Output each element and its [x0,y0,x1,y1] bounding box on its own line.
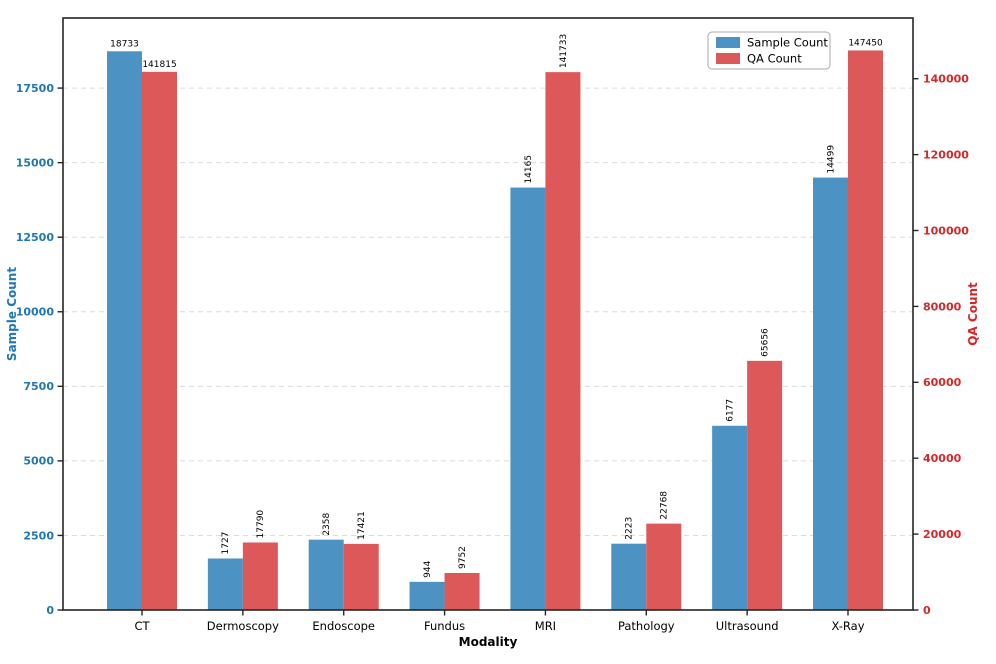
bar-sample-count [813,177,848,611]
bar-value-label: 14165 [524,155,534,184]
bar-value-label: 18733 [110,39,139,49]
y-axis-right-tick-label: 80000 [923,300,962,313]
x-axis-tick-label: CT [134,619,150,633]
legend-label: QA Count [747,52,802,66]
bar-value-label: 1727 [221,532,231,555]
bar-qa-count [747,360,783,610]
bar-value-label: 17421 [357,511,367,540]
y-axis-right-tick-label: 100000 [923,224,969,237]
bar-value-label: 2223 [625,517,635,540]
bar-value-label: 944 [423,560,433,577]
bar-sample-count [207,558,243,610]
bar-qa-count [343,543,379,610]
y-axis-right-tick-label: 40000 [923,452,962,465]
x-axis-tick-label: Pathology [618,619,675,633]
y-axis-left-tick-label: 15000 [16,156,55,169]
x-axis-tick-label: X-Ray [831,619,864,633]
y-axis-left-tick-label: 5000 [23,455,54,468]
x-axis-tick-label: Endoscope [312,619,375,633]
bar-value-label: 2358 [322,512,332,535]
y-axis-left-tick-label: 17500 [16,82,55,95]
legend-swatch [716,37,740,48]
bar-sample-count [308,539,344,610]
bar-value-label: 6177 [726,399,736,422]
bar-value-label: 141733 [559,34,569,68]
legend-swatch [716,53,740,64]
y-axis-left-tick-label: 10000 [16,306,55,319]
bar-qa-count [646,523,682,610]
plot-frame [62,17,914,611]
bar-qa-count [242,542,278,610]
y-axis-left-title: Sample Count [5,267,19,361]
bar-value-label: 14499 [826,145,836,174]
bar-sample-count [409,581,445,610]
bar-sample-count [611,543,647,610]
y-axis-left-tick-label: 12500 [16,231,55,244]
y-axis-right-tick-label: 0 [923,604,931,617]
bar-value-label: 65656 [761,328,771,357]
y-axis-left-tick-label: 7500 [23,380,54,393]
bar-value-label: 9752 [458,546,468,569]
x-axis-title: Modality [459,635,518,649]
bar-value-label: 147450 [848,38,883,48]
bar-qa-count [444,572,480,610]
bar-sample-count [510,187,546,610]
bar-qa-count [142,71,177,610]
y-axis-right-tick-label: 140000 [923,73,969,86]
bar-sample-count [712,425,748,610]
bar-value-label: 22768 [660,491,670,520]
legend-label: Sample Count [747,36,828,50]
bar-sample-count [107,51,142,610]
x-axis-tick-label: Ultrasound [716,619,779,633]
bar-qa-count [545,72,581,611]
y-axis-left-tick-label: 0 [46,604,54,617]
y-axis-right-tick-label: 20000 [923,528,962,541]
y-axis-right-tick-label: 60000 [923,376,962,389]
x-axis-tick-label: Fundus [424,619,465,633]
x-axis-tick-label: MRI [535,619,556,633]
y-axis-right-tick-label: 120000 [923,148,969,161]
y-axis-left-tick-label: 2500 [23,529,54,542]
x-axis-tick-label: Dermoscopy [207,619,279,633]
bar-value-label: 141815 [142,60,176,70]
bar-value-label: 17790 [256,510,266,539]
bar-qa-count [848,50,883,610]
y-axis-right-title: QA Count [966,282,980,346]
